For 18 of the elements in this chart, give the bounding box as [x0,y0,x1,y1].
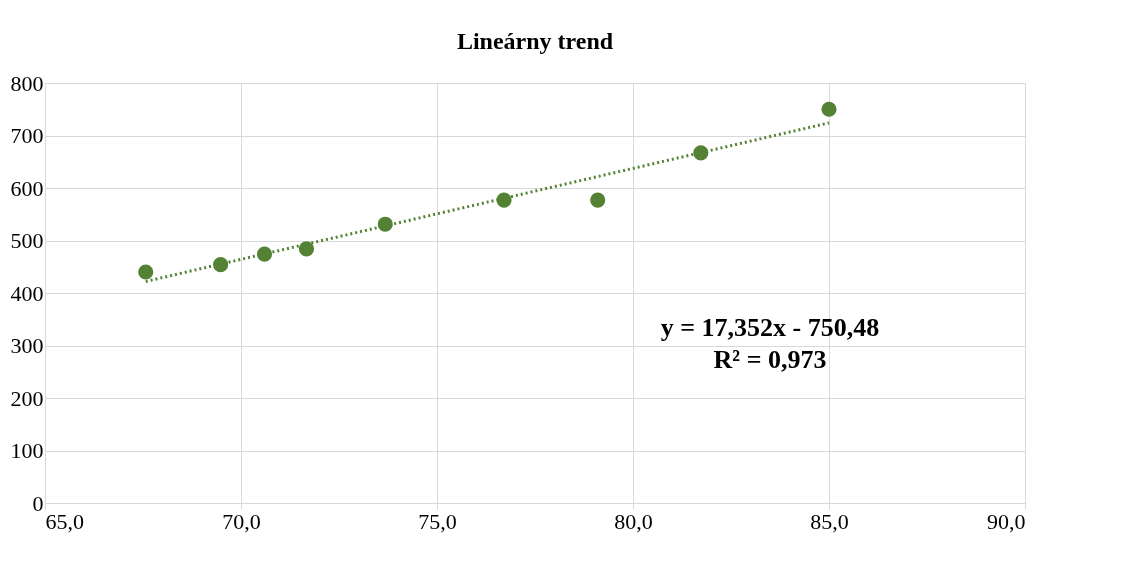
x-tick-label: 80,0 [614,508,653,534]
x-tick-label: 70,0 [222,508,261,534]
y-tick-label: 300 [10,333,44,358]
annotation: y = 17,352x - 750,48 [660,313,880,342]
y-tick-label: 400 [10,280,44,306]
x-tick-label: 75,0 [418,508,457,534]
y-tick-label: 100 [10,438,44,463]
x-tick-label: 65,0 [45,508,84,534]
y-tick-label: 200 [10,385,44,411]
y-tick-label: 700 [10,123,44,148]
annotation: R² = 0,973 [713,345,827,374]
x-tick-label: 85,0 [810,508,849,534]
y-tick-label: 0 [32,490,44,516]
x-tick-label: 90,0 [987,508,1026,534]
chart-title: Lineárny trend [456,28,614,54]
y-tick-label: 500 [10,228,44,253]
y-tick-label: 800 [10,70,44,96]
y-tick-label: 600 [10,175,44,201]
